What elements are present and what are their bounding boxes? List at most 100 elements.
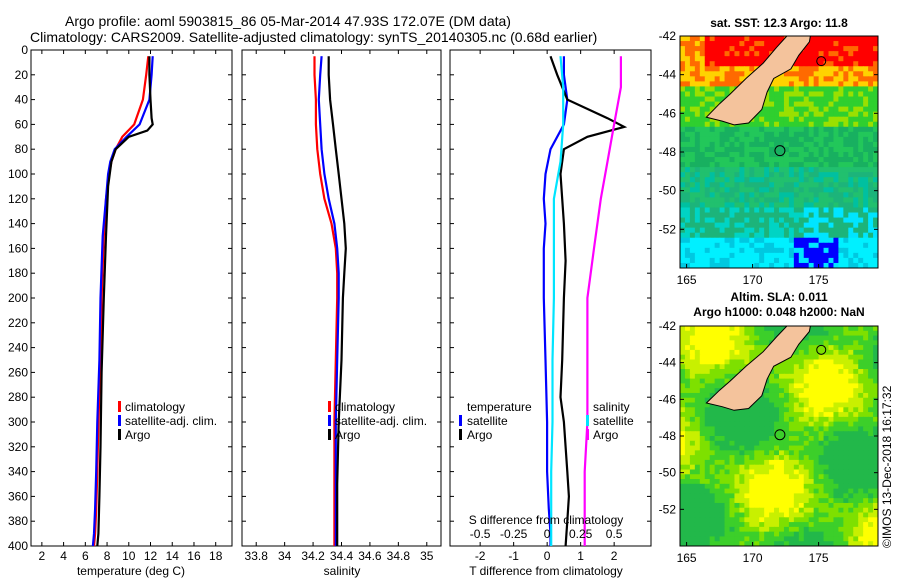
map-cell xyxy=(868,177,874,183)
map-cell xyxy=(684,364,691,370)
map-cell xyxy=(769,262,775,268)
map-cell xyxy=(684,502,691,509)
map-cell xyxy=(833,507,839,514)
map-cell xyxy=(798,378,805,384)
map-cell xyxy=(699,340,706,346)
map-cell xyxy=(774,493,780,499)
map-cell xyxy=(853,247,859,254)
map-cell xyxy=(724,51,731,57)
map-cell xyxy=(769,146,775,153)
map-cell xyxy=(798,407,805,413)
map-cell xyxy=(759,227,765,234)
map-cell xyxy=(858,436,864,442)
map-cell xyxy=(863,162,869,168)
map-cell xyxy=(779,469,785,475)
map-cell xyxy=(783,541,790,546)
map-cell xyxy=(764,326,770,332)
map-cell xyxy=(729,232,736,239)
map-cell xyxy=(744,187,750,193)
map-cell xyxy=(828,326,835,332)
map-cell xyxy=(724,459,731,466)
map-cell xyxy=(823,116,830,123)
map-cell xyxy=(694,498,701,504)
map-cell xyxy=(813,66,820,72)
map-cell xyxy=(813,162,820,168)
map-cell xyxy=(823,202,830,209)
map-cell xyxy=(793,202,800,209)
map-cell xyxy=(813,172,820,178)
map-cell xyxy=(694,526,701,533)
map-cell xyxy=(838,431,844,437)
map-cell xyxy=(783,469,790,475)
lat-tick-label: -42 xyxy=(659,29,677,43)
map-cell xyxy=(704,242,711,249)
map-cell xyxy=(744,157,750,163)
map-cell xyxy=(843,402,849,408)
map-cell xyxy=(734,202,740,209)
map-cell xyxy=(823,141,830,148)
map-cell xyxy=(749,455,755,461)
map-cell xyxy=(759,262,765,268)
map-cell xyxy=(779,197,785,204)
map-cell xyxy=(680,146,686,153)
map-cell xyxy=(808,91,815,98)
map-cell xyxy=(808,247,815,254)
map-cell xyxy=(694,96,701,103)
map-cell xyxy=(823,431,830,437)
map-cell xyxy=(774,388,780,394)
map-cell xyxy=(828,232,835,239)
map-cell xyxy=(774,227,780,234)
map-cell xyxy=(704,136,711,143)
map-cell xyxy=(808,197,815,204)
map-cell xyxy=(704,227,711,234)
map-cell xyxy=(858,450,864,456)
map-cell xyxy=(803,512,810,518)
map-cell xyxy=(788,383,795,389)
map-cell xyxy=(764,172,770,178)
map-cell xyxy=(783,464,790,471)
map-cell xyxy=(843,421,849,428)
map-cell xyxy=(868,212,874,219)
map-cell xyxy=(848,436,854,442)
map-cell xyxy=(694,397,701,404)
map-cell xyxy=(764,459,770,466)
map-cell xyxy=(704,36,711,42)
x-tick-label: 1 xyxy=(577,549,584,563)
map-cell xyxy=(779,116,785,123)
map-cell xyxy=(853,526,859,533)
map-cell xyxy=(813,46,820,52)
map-cell xyxy=(779,96,785,103)
map-cell xyxy=(729,247,736,254)
map-cell xyxy=(843,76,849,82)
map-cell xyxy=(694,445,701,451)
map-cell xyxy=(699,237,706,244)
map-cell xyxy=(729,86,736,93)
map-cell xyxy=(704,116,711,123)
map-cell xyxy=(699,407,706,413)
map-cell xyxy=(680,330,686,337)
map-cell xyxy=(714,498,721,504)
map-cell xyxy=(793,141,800,148)
map-cell xyxy=(684,330,691,337)
map-cell xyxy=(818,257,825,264)
map-cell xyxy=(759,421,765,428)
map-cell xyxy=(709,378,716,384)
map-cell xyxy=(699,152,706,158)
map-cell xyxy=(729,455,736,461)
map-cell xyxy=(853,517,859,523)
map-cell xyxy=(680,36,686,42)
map-cell xyxy=(699,326,706,332)
map-cell xyxy=(868,421,874,428)
map-cell xyxy=(853,536,859,542)
map-cell xyxy=(739,469,745,475)
map-cell xyxy=(853,522,859,528)
map-cell xyxy=(724,421,731,428)
map-cell xyxy=(739,459,745,466)
map-cell xyxy=(838,502,844,509)
map-cell xyxy=(739,232,745,239)
map-cell xyxy=(729,51,736,57)
map-cell xyxy=(724,378,731,384)
map-cell xyxy=(828,126,835,133)
map-cell xyxy=(684,416,691,423)
map-cell xyxy=(764,217,770,224)
